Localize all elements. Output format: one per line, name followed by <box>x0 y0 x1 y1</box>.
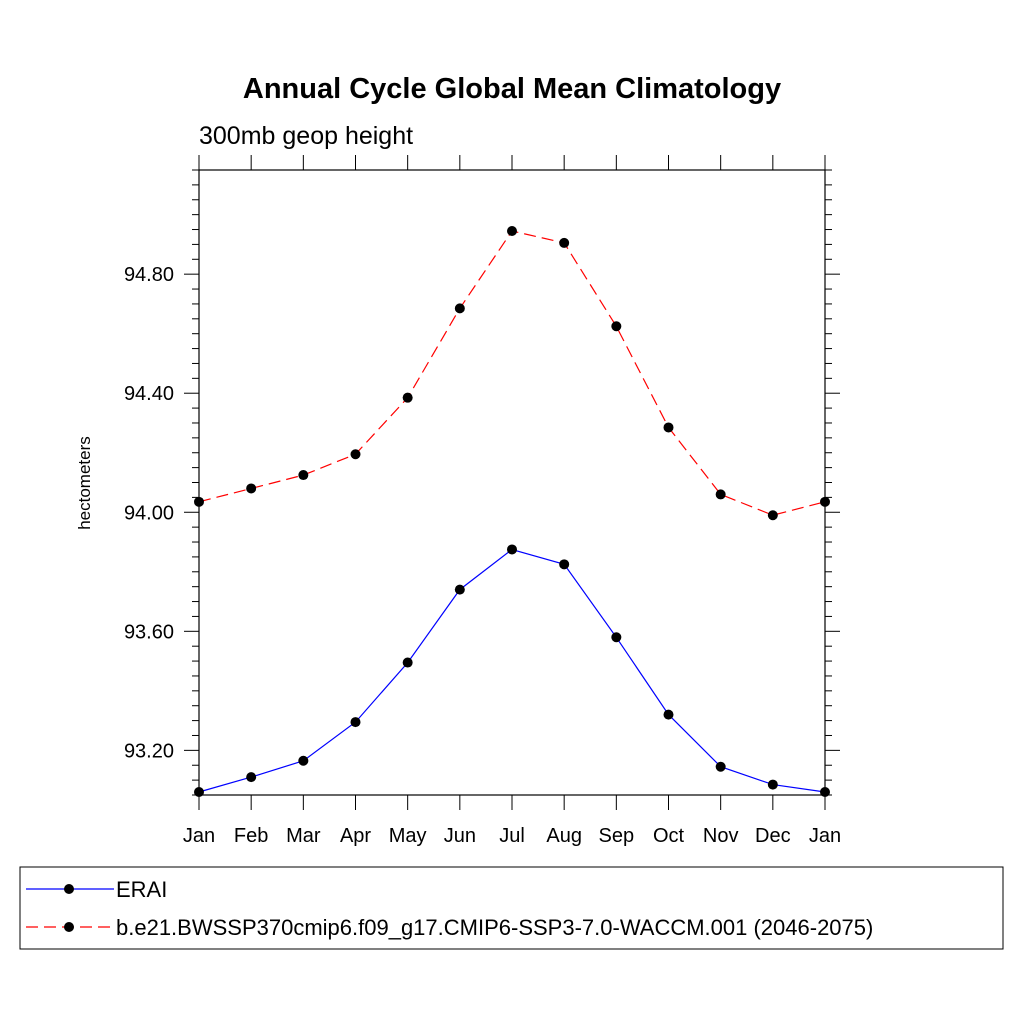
data-point-series-1 <box>715 489 726 500</box>
x-tick-label: Oct <box>653 825 685 847</box>
y-tick-label: 94.80 <box>124 264 174 286</box>
data-point-series-1 <box>454 303 465 314</box>
data-point-series-1 <box>298 470 309 481</box>
x-tick-label: Aug <box>546 825 582 847</box>
x-tick-label: Dec <box>755 825 791 847</box>
chart-subtitle: 300mb geop height <box>199 122 413 150</box>
axis-ticks: Jan Feb Mar Apr May Jun Jul Aug Sep Oct Nov Dec Jan 9… <box>124 155 841 847</box>
legend-marker-0 <box>64 884 74 894</box>
legend: ERAI b.e21.BWSSP370cmip6.f09_g17.CMIP6-SS… <box>26 877 873 940</box>
series-line-1 <box>198 230 826 516</box>
x-tick-label: Jan <box>809 825 841 847</box>
data-point-series-1 <box>663 422 674 433</box>
data-point-series-0 <box>402 657 413 668</box>
data-point-series-0 <box>715 761 726 772</box>
data-point-series-0 <box>611 632 622 643</box>
data-point-series-0 <box>663 709 674 720</box>
y-tick-label: 93.60 <box>124 621 174 643</box>
data-point-series-1 <box>246 483 257 494</box>
data-point-series-0 <box>820 787 830 798</box>
data-point-series-0 <box>246 772 257 783</box>
data-point-series-1 <box>767 510 778 521</box>
legend-label-0: ERAI <box>116 877 167 902</box>
data-point-series-1 <box>611 321 622 332</box>
data-point-series-1 <box>402 392 413 403</box>
legend-label-1: b.e21.BWSSP370cmip6.f09_g17.CMIP6-SSP3-7… <box>116 915 873 940</box>
legend-box <box>19 866 1004 950</box>
legend-marker-1 <box>64 922 74 932</box>
x-tick-label: May <box>389 825 427 847</box>
series-layer <box>194 226 830 798</box>
x-tick-label: Mar <box>286 825 321 847</box>
x-tick-label: Jul <box>499 825 525 847</box>
data-point-series-0 <box>350 717 361 728</box>
data-point-series-0 <box>194 787 204 798</box>
x-tick-label: Nov <box>703 825 739 847</box>
data-point-series-1 <box>350 449 361 460</box>
x-tick-label: Feb <box>234 825 268 847</box>
series-line-0 <box>198 548 826 793</box>
data-point-series-0 <box>767 779 778 790</box>
data-point-series-0 <box>298 755 309 766</box>
data-point-series-1 <box>820 496 830 507</box>
data-point-series-0 <box>507 544 517 555</box>
chart-title: Annual Cycle Global Mean Climatology <box>243 73 781 105</box>
data-point-series-0 <box>454 584 465 595</box>
y-tick-label: 94.00 <box>124 502 174 524</box>
x-tick-label: Apr <box>340 825 371 847</box>
data-point-series-1 <box>559 237 570 248</box>
plot-frame <box>198 169 826 796</box>
data-point-series-1 <box>194 496 204 507</box>
x-tick-label: Sep <box>599 825 635 847</box>
data-point-series-1 <box>507 226 517 237</box>
x-tick-label: Jun <box>444 825 476 847</box>
data-point-series-0 <box>559 559 570 570</box>
y-tick-label: 94.40 <box>124 383 174 405</box>
x-tick-label: Jan <box>183 825 215 847</box>
y-tick-label: 93.20 <box>124 740 174 762</box>
y-axis-label: hectometers <box>75 436 94 530</box>
